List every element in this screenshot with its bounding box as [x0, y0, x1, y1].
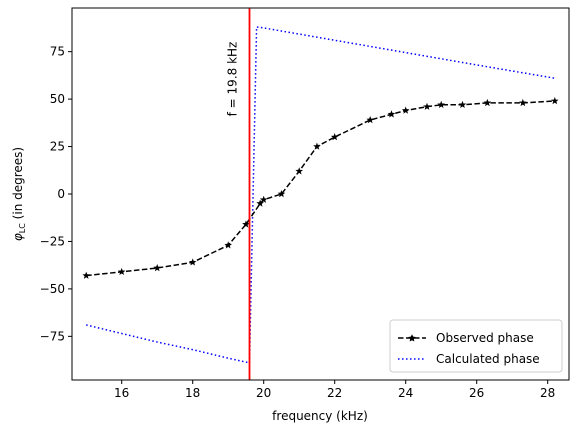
data-point-observed — [437, 100, 445, 109]
y-tick-label: −50 — [40, 282, 65, 296]
data-point-observed — [458, 100, 467, 109]
legend-box — [389, 319, 563, 373]
data-point-observed — [295, 167, 303, 175]
plot-area: f = 19.8 kHz — [71, 7, 570, 381]
data-point-observed — [551, 97, 559, 105]
data-point-observed — [423, 102, 431, 110]
data-point-observed — [259, 195, 268, 203]
data-point-observed — [387, 110, 396, 118]
data-point-observed — [401, 106, 410, 114]
vertical-marker-label: f = 19.8 kHz — [226, 42, 240, 117]
data-point-observed — [256, 199, 264, 207]
data-point-observed — [366, 115, 374, 124]
data-point-observed — [224, 241, 232, 249]
x-tick-label: 26 — [469, 386, 484, 400]
x-tick-label: 18 — [185, 386, 200, 400]
data-point-observed — [330, 133, 339, 141]
legend-label-calculated: Calculated phase — [436, 352, 540, 366]
y-tick-label: 50 — [50, 92, 65, 106]
plot-content — [82, 8, 559, 380]
axis-ticks: 16 18 20 22 24 26 28 −75 −50 −25 0 25 50 75 — [40, 45, 556, 400]
y-axis-label-symbol: φ — [11, 233, 25, 241]
data-point-observed — [242, 220, 250, 228]
y-axis-label-subscript: LC — [18, 223, 27, 233]
data-point-observed — [277, 190, 286, 198]
legend-label-observed: Observed phase — [436, 331, 534, 345]
x-tick-label: 28 — [540, 386, 555, 400]
x-tick-label: 24 — [398, 386, 413, 400]
y-axis-label-unit: (in degrees) — [11, 147, 25, 223]
x-tick-label: 22 — [327, 386, 342, 400]
series-line-observed-phase — [86, 100, 555, 277]
x-tick-label: 20 — [256, 386, 271, 400]
y-tick-label: 25 — [50, 140, 65, 154]
y-tick-label: −25 — [40, 234, 65, 248]
data-point-observed — [483, 98, 492, 107]
legend-marker-observed — [408, 334, 416, 342]
data-point-observed — [188, 258, 197, 266]
x-axis-label: frequency (kHz) — [272, 409, 368, 423]
data-point-observed — [519, 98, 527, 107]
data-point-observed — [313, 142, 321, 150]
data-point-observed — [117, 267, 126, 276]
y-axis-label: φLC (in degrees) — [11, 147, 27, 241]
y-tick-label: 75 — [50, 45, 65, 59]
series-line-calculated-phase — [86, 26, 555, 364]
y-tick-label: 0 — [57, 187, 65, 201]
x-tick-label: 16 — [114, 386, 129, 400]
data-point-observed — [153, 264, 161, 272]
data-point-observed — [82, 271, 90, 279]
y-tick-label: −75 — [40, 329, 65, 343]
legend: Observed phase Calculated phase — [389, 319, 563, 373]
